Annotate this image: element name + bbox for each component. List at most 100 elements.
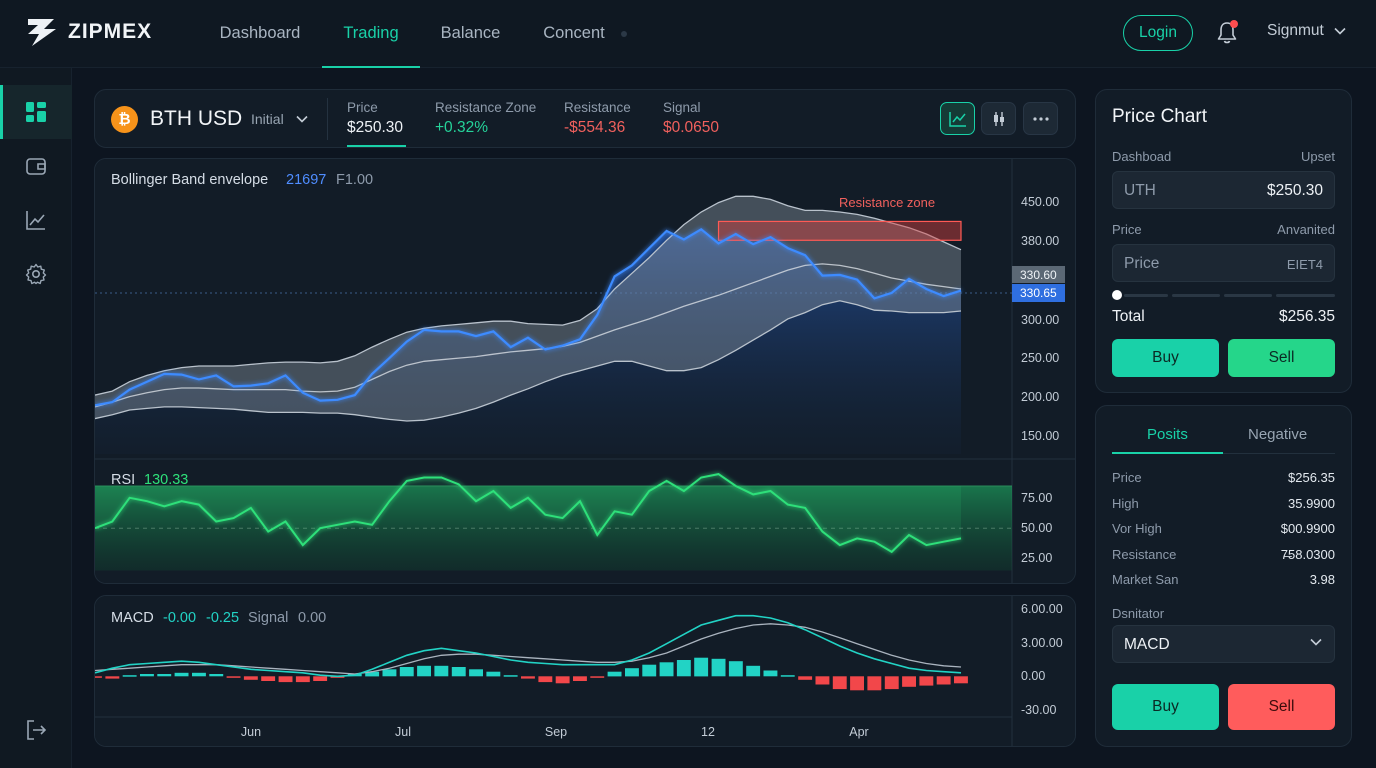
field-hint[interactable]: Upset	[1301, 149, 1335, 164]
zipmex-logo-icon	[28, 19, 56, 46]
stat-resistance-zone[interactable]: Resistance Zone +0.32%	[435, 100, 536, 137]
order-panel: Price Chart Dashboad Upset UTH $250.30 P…	[1095, 89, 1352, 393]
amount-slider[interactable]	[1112, 290, 1335, 300]
stat-value: $250.30	[347, 119, 404, 136]
login-button[interactable]: Login	[1123, 15, 1193, 51]
stat-label: Signal	[663, 100, 701, 115]
macd-histogram-bar	[936, 676, 951, 685]
divider	[327, 98, 328, 140]
slider-segment	[1124, 294, 1168, 297]
brand-name: ZIPMEX	[68, 20, 153, 43]
notification-badge	[1230, 20, 1238, 28]
buy-button[interactable]: Buy	[1112, 339, 1219, 377]
x-tick: Jul	[395, 725, 411, 739]
macd-histogram-bar	[728, 661, 743, 677]
macd-signal-value: 0.00	[298, 610, 326, 626]
rsi-layer	[95, 473, 1012, 571]
stat-label: Price	[347, 100, 378, 115]
macd-histogram-bar	[832, 676, 847, 690]
nav-tab-trading[interactable]: Trading	[322, 0, 420, 68]
stat-active-indicator	[347, 145, 406, 147]
macd-histogram-bar	[763, 670, 778, 677]
indicator-label: Dsnitator	[1112, 606, 1165, 621]
macd-histogram-bar	[625, 668, 639, 677]
brand-logo[interactable]: ZIPMEX	[26, 16, 152, 48]
middle-band-line	[95, 263, 962, 408]
x-tick: Sep	[545, 725, 567, 739]
sidebar-item-wallet[interactable]	[0, 139, 72, 193]
tab-posits[interactable]: Posits	[1147, 426, 1188, 443]
panel-title: Price Chart	[1112, 106, 1208, 127]
price-line	[95, 227, 962, 407]
sidebar-item-analytics[interactable]	[0, 193, 72, 247]
tab-negative[interactable]: Negative	[1248, 426, 1308, 443]
market-info-panel: Posits Negative Price $256.35 High 35.99…	[1095, 405, 1352, 747]
stat-signal[interactable]: Signal $0.0650	[663, 100, 719, 137]
macd-legend-value-2: -0.25	[206, 610, 239, 626]
more-horizontal-icon	[1032, 116, 1049, 121]
price-input[interactable]: Price EIET4	[1112, 244, 1335, 282]
sidebar-item-logout[interactable]	[0, 703, 72, 757]
macd-histogram-bar	[365, 671, 380, 677]
upper-band-line	[95, 195, 962, 396]
info-row-value: 7̶58.0300	[1280, 547, 1335, 562]
stat-resistance[interactable]: Resistance -$554.36	[564, 100, 631, 137]
rsi-area	[95, 474, 961, 552]
nav-tab-balance[interactable]: Balance	[440, 24, 501, 42]
macd-histogram-bar	[590, 676, 605, 678]
macd-histogram-bar	[95, 676, 102, 678]
main-chart-panel: Bollinger Band envelope 21697 F1.00 Resi…	[94, 158, 1076, 584]
y-tick: 250.00	[1021, 351, 1059, 365]
more-options-button[interactable]	[1023, 102, 1058, 135]
macd-histogram-bar	[313, 676, 328, 681]
y-tick: 6.00.00	[1021, 602, 1063, 616]
dashboard-icon	[26, 102, 46, 122]
user-menu[interactable]: Signmut	[1267, 22, 1346, 40]
bb-legend-value-2: F1.00	[336, 172, 373, 188]
y-tick: 75.00	[1021, 491, 1052, 505]
y-tick: 25.00	[1021, 551, 1052, 565]
price-input-suffix: EIET4	[1286, 257, 1323, 272]
pair-price-field[interactable]: UTH $250.30	[1112, 171, 1335, 209]
line-chart-toggle[interactable]	[940, 102, 975, 135]
slider-thumb[interactable]	[1112, 290, 1122, 300]
sell-button[interactable]: Sell	[1228, 684, 1335, 730]
field-key: UTH	[1124, 182, 1156, 199]
info-row-value: $00.9900	[1280, 521, 1335, 536]
field-hint[interactable]: Anvanited	[1277, 222, 1335, 237]
nav-tab-dashboard[interactable]: Dashboard	[219, 24, 301, 42]
bollinger-layer	[95, 195, 962, 454]
stat-value: -$554.36	[564, 119, 626, 136]
field-value: $250.30	[1266, 182, 1323, 199]
macd-histogram-bar	[815, 676, 830, 685]
sidebar-item-dashboard[interactable]	[0, 85, 72, 139]
stat-price[interactable]: Price $250.30	[347, 100, 403, 137]
rsi-title: RSI	[111, 472, 135, 488]
indicator-value: MACD	[1124, 636, 1170, 653]
macd-chart[interactable]: MACD -0.00 -0.25 Signal 0.00 6.00.00 3.0…	[95, 596, 1076, 747]
y-tick: 200.00	[1021, 390, 1059, 404]
resistance-zone-label: Resistance zone	[839, 195, 935, 210]
macd-histogram-bar	[573, 676, 587, 681]
macd-histogram-bar	[521, 676, 535, 679]
nav-tab-concent[interactable]: Concent	[543, 24, 605, 42]
macd-histogram-bar	[451, 667, 466, 677]
indicator-select[interactable]: MACD	[1112, 625, 1335, 663]
pair-mode-dropdown[interactable]: Initial	[251, 111, 308, 127]
macd-panel: MACD -0.00 -0.25 Signal 0.00 6.00.00 3.0…	[94, 595, 1076, 747]
y-tick: -30.00	[1021, 703, 1056, 717]
x-tick: Apr	[849, 725, 868, 739]
macd-histogram-bar	[850, 676, 864, 691]
pair-mode-label: Initial	[251, 111, 284, 127]
sidebar-item-settings[interactable]	[0, 247, 72, 301]
sell-button[interactable]: Sell	[1228, 339, 1335, 377]
buy-button[interactable]: Buy	[1112, 684, 1219, 730]
sidebar	[0, 68, 72, 768]
bitcoin-icon: ₿	[111, 106, 138, 133]
macd-histogram-bar	[122, 675, 137, 677]
rsi-line	[95, 473, 962, 554]
macd-histogram-bar	[105, 676, 120, 679]
total-value: $256.35	[1278, 308, 1335, 325]
candlestick-toggle[interactable]	[981, 102, 1016, 135]
price-chart[interactable]: Bollinger Band envelope 21697 F1.00 Resi…	[95, 159, 1076, 584]
